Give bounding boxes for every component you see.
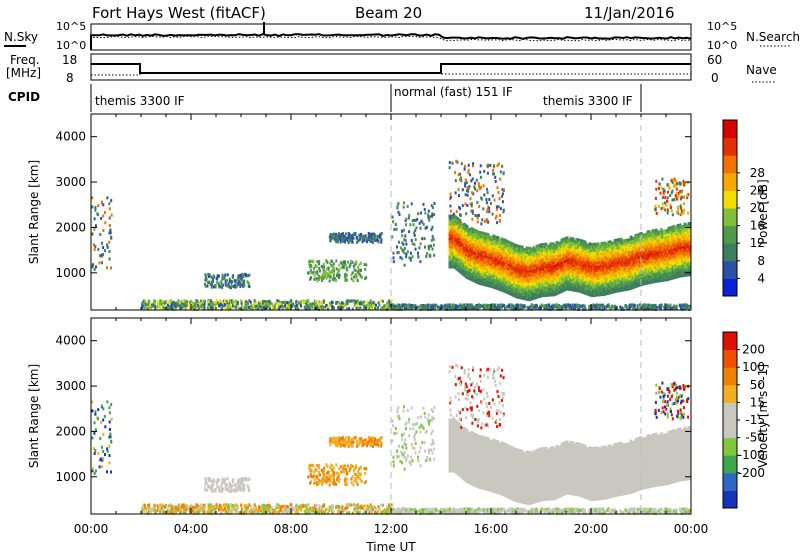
nave-tick-bottom: 0 — [711, 71, 719, 85]
cpid-segment-1: normal (fast) 151 IF — [394, 85, 513, 99]
noise-left-label: N.Sky — [4, 30, 38, 44]
radar-plot-figure: Fort Hays West (fitACF) Beam 20 11/Jan/2… — [0, 0, 800, 554]
cpid-segment-0: themis 3300 IF — [95, 94, 185, 108]
cpid-segment-2: themis 3300 IF — [543, 94, 633, 108]
freq-label-top: Freq. — [10, 53, 40, 67]
freq-label-bottom: [MHz] — [6, 66, 41, 80]
noise-right-label: N.Search — [746, 30, 800, 44]
noise-right-tick-bottom: 10^0 — [707, 39, 737, 52]
nave-label: Nave — [746, 63, 777, 77]
freq-series — [91, 64, 691, 73]
freq-panel-frame — [91, 54, 691, 80]
power-cell — [475, 229, 477, 232]
nave-tick-top: 60 — [707, 53, 722, 67]
noise-right-tick-top: 10^5 — [707, 20, 737, 33]
freq-tick-bottom: 8 — [66, 71, 74, 85]
beam-label: Beam 20 — [355, 4, 422, 22]
noise-left-tick-bottom: 10^0 — [56, 39, 86, 52]
figure-svg: Fort Hays West (fitACF) Beam 20 11/Jan/2… — [0, 0, 800, 554]
figure-title: Fort Hays West (fitACF) — [92, 4, 266, 22]
cpid-label: CPID — [8, 90, 40, 104]
freq-tick-top: 18 — [62, 53, 77, 67]
date-label: 11/Jan/2016 — [584, 4, 675, 22]
noise-left-tick-top: 10^5 — [56, 20, 86, 33]
